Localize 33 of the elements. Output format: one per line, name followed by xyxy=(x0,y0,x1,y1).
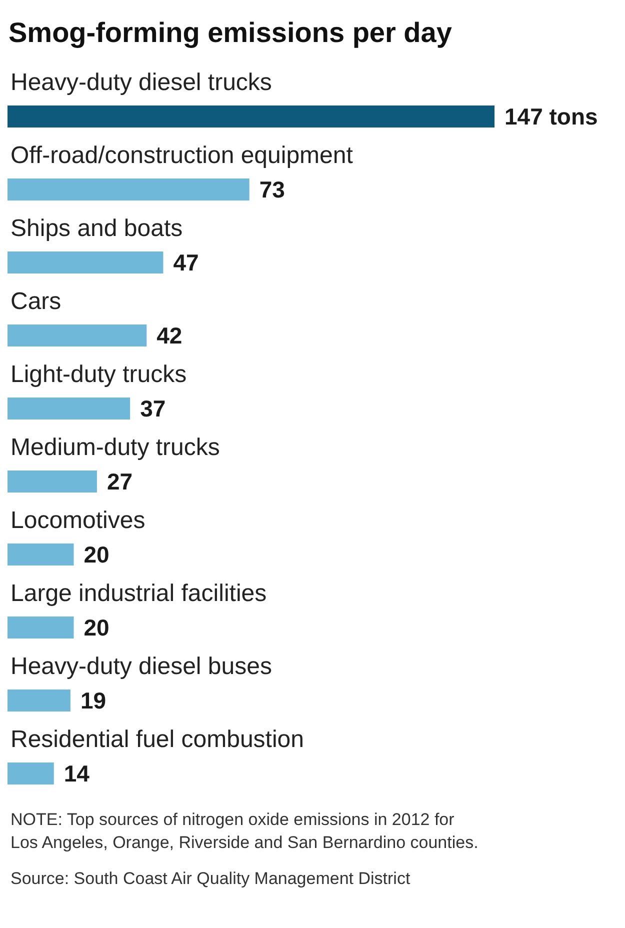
y-tick-label: Locomotives xyxy=(10,507,146,534)
bar xyxy=(8,470,97,492)
data-label: 73 xyxy=(259,176,285,202)
data-label: 37 xyxy=(140,396,166,422)
data-label: 47 xyxy=(173,250,199,276)
data-label: 19 xyxy=(80,688,106,714)
bar xyxy=(8,616,74,638)
bar xyxy=(8,690,70,712)
y-tick-label: Medium-duty trucks xyxy=(10,434,220,461)
y-tick-label: Large industrial facilities xyxy=(10,580,267,607)
text: NOTE: Top sources of nitrogen oxide emissions in 2012 for Los Angeles, Orange, Riverside and San Bernardino counties. xyxy=(10,810,478,852)
data-label: 42 xyxy=(156,322,182,348)
bar xyxy=(8,252,164,274)
y-tick-label: Ships and boats xyxy=(10,215,183,242)
data-label: 20 xyxy=(84,542,110,568)
y-tick-label: Light-duty trucks xyxy=(10,361,187,388)
bar xyxy=(8,762,54,784)
chart-title: Smog-forming emissions per day xyxy=(8,17,452,48)
y-tick-label: Residential fuel combustion xyxy=(10,726,304,753)
y-tick-label: Off-road/construction equipment xyxy=(10,142,354,169)
bar xyxy=(8,398,130,420)
bar xyxy=(8,106,494,128)
source-note: Source: South Coast Air Quality Management District xyxy=(10,869,410,888)
y-tick-label: Heavy-duty diesel buses xyxy=(10,653,272,680)
bar xyxy=(8,544,74,566)
bar xyxy=(8,324,147,346)
data-label: 147 tons xyxy=(504,104,598,130)
y-tick-label: Heavy-duty diesel trucks xyxy=(10,69,272,96)
bar xyxy=(8,178,250,200)
data-label: 20 xyxy=(84,614,110,640)
data-label: 27 xyxy=(106,468,133,494)
data-label: 14 xyxy=(64,760,90,786)
y-tick-label: Cars xyxy=(10,288,62,315)
